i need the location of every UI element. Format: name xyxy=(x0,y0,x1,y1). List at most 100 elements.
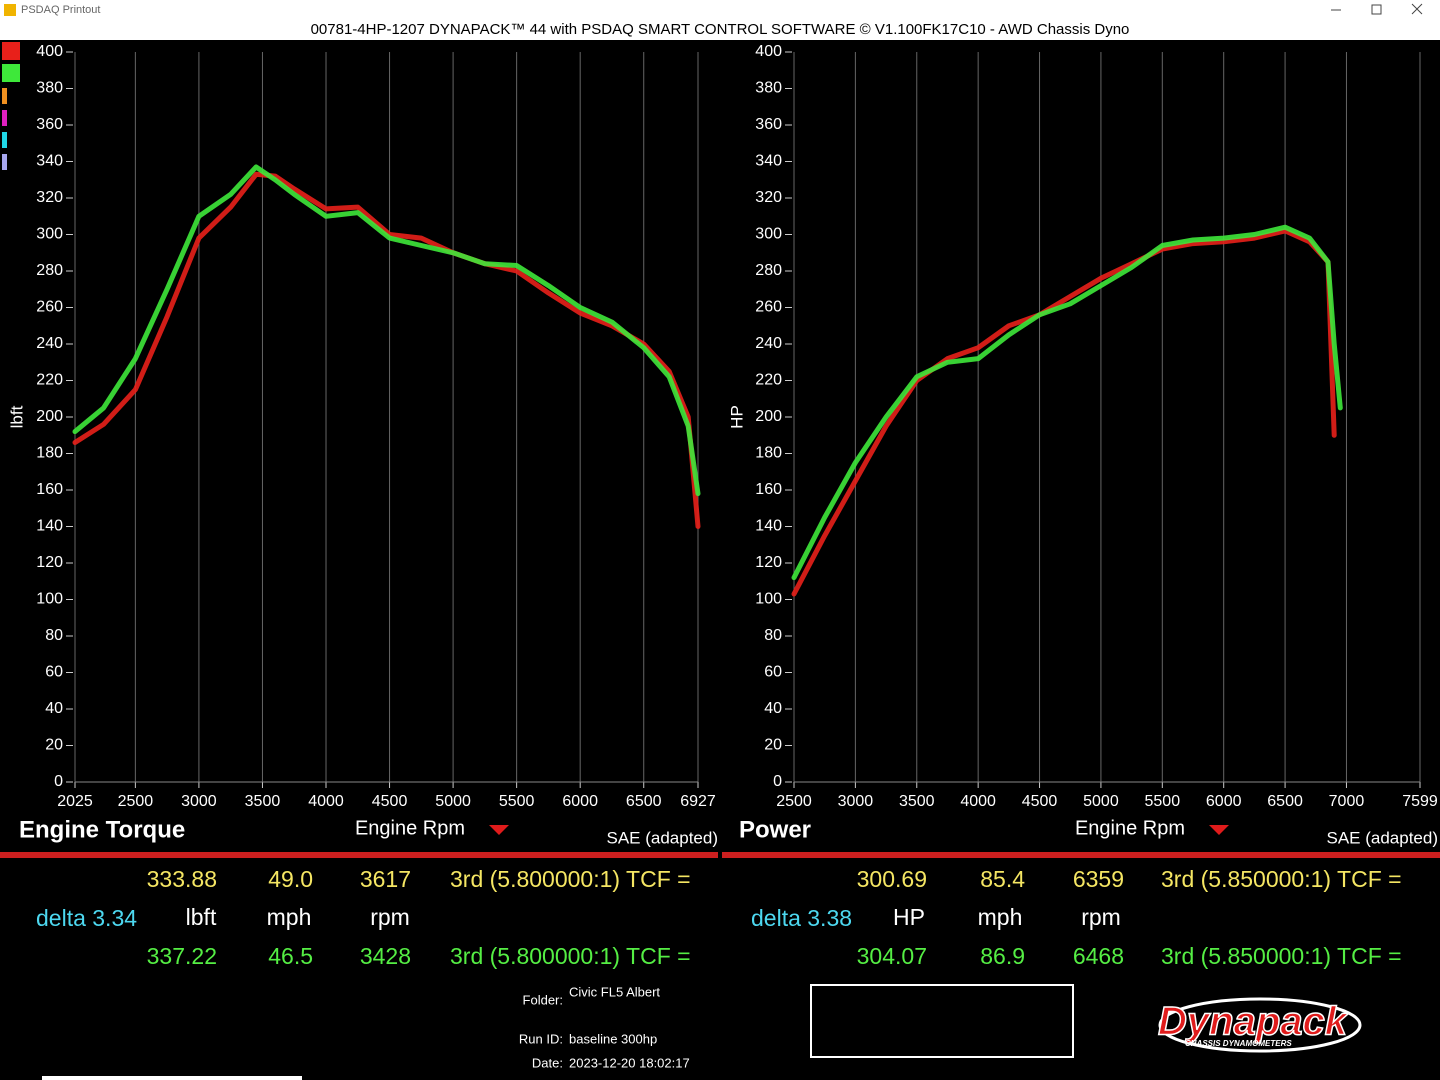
y-tick-label: 200 xyxy=(36,408,63,425)
legend-swatch[interactable] xyxy=(2,42,20,60)
scrollbar[interactable] xyxy=(42,1076,302,1080)
notes-box xyxy=(810,984,1074,1058)
window-title: PSDAQ Printout xyxy=(21,4,100,16)
x-tick-label: 4000 xyxy=(308,793,344,810)
date-label: Date: xyxy=(532,1055,563,1070)
y-tick-label: 300 xyxy=(755,226,782,243)
legend-swatch[interactable] xyxy=(2,132,7,148)
y-tick-label: 280 xyxy=(755,262,782,279)
readout-unit: HP xyxy=(893,904,925,930)
readout-value: 304.07 xyxy=(857,943,927,969)
x-tick-label: 6500 xyxy=(626,793,662,810)
y-tick-label: 260 xyxy=(36,299,63,316)
y-tick-label: 20 xyxy=(764,737,782,754)
x-tick-label: 6000 xyxy=(562,793,598,810)
x-tick-label: 6927 xyxy=(680,793,716,810)
x-tick-label: 2500 xyxy=(776,793,812,810)
separator xyxy=(722,852,1440,858)
y-tick-label: 0 xyxy=(54,773,63,790)
x-axis-label: Engine Rpm xyxy=(355,817,465,839)
x-tick-label: 7000 xyxy=(1329,793,1365,810)
readout-gear: 3rd (5.800000:1) TCF = xyxy=(450,866,691,892)
readout-unit: lbft xyxy=(186,904,217,930)
legend-swatch[interactable] xyxy=(2,110,7,126)
x-tick-label: 4500 xyxy=(1022,793,1058,810)
y-tick-label: 340 xyxy=(36,153,63,170)
legend-swatch[interactable] xyxy=(2,88,7,104)
y-tick-label: 400 xyxy=(755,43,782,60)
legend-swatch[interactable] xyxy=(2,64,20,82)
x-tick-label: 2025 xyxy=(57,793,93,810)
restore-button[interactable] xyxy=(1371,4,1382,15)
x-tick-label: 3500 xyxy=(899,793,935,810)
header: 00781-4HP-1207 DYNAPACK™ 44 with PSDAQ S… xyxy=(311,21,1130,38)
y-tick-label: 220 xyxy=(755,372,782,389)
x-tick-label: 5000 xyxy=(1083,793,1119,810)
readout-value: 86.9 xyxy=(980,943,1025,969)
run-id: baseline 300hp xyxy=(569,1031,657,1046)
readout-value: 337.22 xyxy=(147,943,217,969)
dropdown-arrow xyxy=(489,825,509,835)
x-tick-label: 5500 xyxy=(1145,793,1181,810)
y-tick-label: 60 xyxy=(45,664,63,681)
y-tick-label: 360 xyxy=(755,116,782,133)
y-tick-label: 100 xyxy=(755,591,782,608)
close-button[interactable] xyxy=(1411,3,1423,15)
y-tick-label: 320 xyxy=(755,189,782,206)
y-tick-label: 140 xyxy=(36,518,63,535)
readout-value: 6359 xyxy=(1073,866,1124,892)
readout-value: 333.88 xyxy=(147,866,217,892)
x-tick-label: 6000 xyxy=(1206,793,1242,810)
date: 2023-12-20 18:02:17 xyxy=(569,1055,690,1070)
y-axis-label: lbft xyxy=(7,405,26,428)
y-tick-label: 80 xyxy=(764,627,782,644)
y-tick-label: 320 xyxy=(36,189,63,206)
y-tick-label: 120 xyxy=(755,554,782,571)
readout-delta: delta 3.34 xyxy=(36,905,137,931)
x-tick-label: 4500 xyxy=(372,793,408,810)
separator xyxy=(0,852,718,858)
y-tick-label: 80 xyxy=(45,627,63,644)
x-tick-label: 6500 xyxy=(1267,793,1303,810)
readout-gear: 3rd (5.800000:1) TCF = xyxy=(450,943,691,969)
y-tick-label: 60 xyxy=(764,664,782,681)
title-bar xyxy=(0,0,1440,20)
y-tick-label: 200 xyxy=(755,408,782,425)
readout-value: 6468 xyxy=(1073,943,1124,969)
readout-value: 3617 xyxy=(360,866,411,892)
x-tick-label: 3000 xyxy=(181,793,217,810)
correction-note: SAE (adapted) xyxy=(1326,828,1438,847)
y-tick-label: 100 xyxy=(36,591,63,608)
logo: Dynapack xyxy=(1158,1000,1349,1044)
y-tick-label: 260 xyxy=(755,299,782,316)
x-tick-label: 3000 xyxy=(838,793,874,810)
readout-value: 46.5 xyxy=(268,943,313,969)
y-tick-label: 180 xyxy=(755,445,782,462)
y-tick-label: 120 xyxy=(36,554,63,571)
readout-unit: mph xyxy=(267,904,312,930)
y-tick-label: 40 xyxy=(764,700,782,717)
x-tick-label: 3500 xyxy=(245,793,281,810)
folder: Civic FL5 Albert xyxy=(569,984,660,999)
readout-value: 300.69 xyxy=(857,866,927,892)
legend-swatch[interactable] xyxy=(2,154,7,170)
readout-delta: delta 3.38 xyxy=(751,905,852,931)
correction-note: SAE (adapted) xyxy=(606,828,718,847)
y-tick-label: 400 xyxy=(36,43,63,60)
y-tick-label: 240 xyxy=(755,335,782,352)
y-axis-label: HP xyxy=(727,405,746,429)
y-tick-label: 40 xyxy=(45,700,63,717)
x-tick-label: 5000 xyxy=(435,793,471,810)
y-tick-label: 180 xyxy=(36,445,63,462)
folder-label: Folder: xyxy=(523,992,563,1007)
x-tick-label: 7599 xyxy=(1402,793,1438,810)
curve xyxy=(791,228,1337,597)
readout-value: 85.4 xyxy=(980,866,1025,892)
y-tick-label: 160 xyxy=(755,481,782,498)
readout-unit: rpm xyxy=(370,904,410,930)
y-tick-label: 140 xyxy=(755,518,782,535)
y-tick-label: 240 xyxy=(36,335,63,352)
x-tick-label: 4000 xyxy=(960,793,996,810)
